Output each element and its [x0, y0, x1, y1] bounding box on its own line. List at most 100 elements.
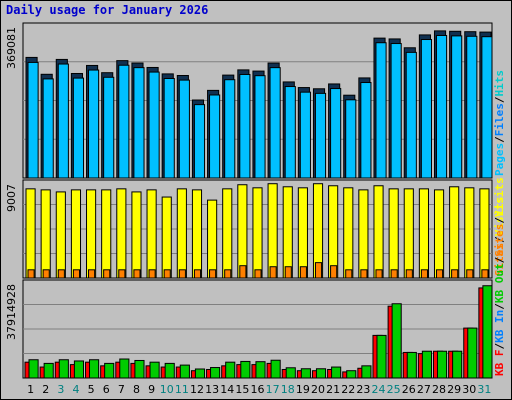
bar-kb-out [482, 285, 493, 379]
x-tick-label: 14 [220, 383, 234, 396]
bar-visits [433, 189, 445, 279]
bar-sites [42, 269, 50, 279]
legend-entry: / [493, 236, 506, 243]
bar-sites [284, 266, 292, 279]
bar-kb-out [285, 367, 296, 379]
bar-sites [254, 269, 262, 279]
bar-kb-out [376, 334, 387, 379]
bar-pages [390, 43, 402, 179]
x-tick-label: 16 [251, 383, 265, 396]
x-tick-label: 28 [432, 383, 446, 396]
bar-sites [27, 269, 35, 279]
bar-visits [101, 189, 112, 279]
legend-entry: Files [493, 103, 506, 136]
bar-pages [314, 92, 327, 179]
bar-sites [330, 265, 338, 279]
bar-visits [464, 187, 475, 279]
bar-visits [131, 191, 142, 279]
x-tick-label: 29 [447, 383, 461, 396]
bar-visits [282, 186, 293, 279]
bar-kb-out [89, 359, 100, 379]
x-tick-label: 21 [326, 383, 340, 396]
bar-pages [435, 34, 448, 179]
bar-kb-out [300, 368, 311, 379]
x-tick-label: 9 [148, 383, 155, 396]
x-tick-label: 7 [118, 383, 125, 396]
bar-kb-out [134, 359, 145, 379]
bar-pages [254, 75, 266, 179]
bar-sites [435, 269, 444, 279]
bar-kb-out [104, 362, 115, 379]
bar-pages [330, 88, 342, 179]
bar-kb-out [119, 358, 130, 379]
bar-sites [466, 269, 474, 279]
legend-entry: / [493, 136, 506, 143]
x-tick-label: 17 [266, 383, 280, 396]
bar-sites [239, 265, 247, 279]
bar-kb-out [73, 360, 85, 379]
bar-sites [178, 269, 186, 279]
bar-pages [284, 86, 296, 179]
bar-kb-out [28, 359, 39, 379]
bar-kb-out [452, 350, 463, 379]
bar-sites [269, 266, 277, 279]
bar-pages [481, 36, 493, 179]
bar-sites [360, 269, 368, 279]
bar-pages [360, 82, 372, 179]
bar-kb-out [210, 367, 221, 379]
legend-entry: KB In [493, 310, 506, 343]
bar-pages [133, 67, 145, 179]
bar-sites [224, 269, 232, 279]
bar-kb-out [315, 368, 327, 379]
bar-visits [252, 187, 263, 279]
bar-kb-out [58, 359, 69, 379]
x-tick-label: 1 [27, 383, 34, 396]
bar-pages [239, 73, 251, 179]
bar-pages [345, 99, 357, 179]
bar-sites [57, 269, 65, 279]
legend-entry: Pages [493, 143, 506, 176]
bar-kb-out [164, 362, 175, 379]
bar-kb-out [331, 366, 342, 379]
bar-sites [299, 266, 307, 279]
x-tick-label: 18 [281, 383, 295, 396]
bar-pages [103, 76, 115, 179]
bar-visits [161, 196, 172, 279]
bar-kb-out [43, 362, 54, 379]
bar-pages [405, 51, 417, 179]
bar-visits [358, 189, 369, 279]
kbytes-legend: KB F/KB In/KB Out/Sites/Visits [493, 177, 506, 376]
bar-sites [420, 269, 428, 279]
bar-sites [88, 269, 96, 279]
bar-kb-out [225, 361, 236, 379]
bar-sites [72, 269, 81, 279]
x-tick-label: 26 [402, 383, 416, 396]
bar-sites [390, 269, 398, 279]
bar-kb-out [194, 368, 206, 379]
bar-sites [375, 269, 383, 279]
bar-pages [72, 77, 85, 179]
hits-files-pages-legend: Pages/Files/Hits [493, 70, 506, 176]
bar-kb-out [421, 350, 432, 379]
x-tick-label: 19 [296, 383, 310, 396]
bar-visits [373, 185, 384, 279]
bar-sites [481, 269, 489, 279]
bar-sites [314, 262, 323, 279]
bar-visits [237, 184, 248, 279]
bar-visits [479, 188, 490, 279]
bar-visits [267, 183, 278, 279]
bar-visits [191, 189, 203, 279]
legend-entry: KB Out [493, 263, 506, 303]
x-tick-label: 27 [417, 383, 431, 396]
x-tick-label: 25 [387, 383, 401, 396]
bar-pages [466, 35, 478, 179]
bar-visits [207, 199, 218, 279]
x-tick-label: 3 [57, 383, 64, 396]
bar-visits [418, 188, 429, 279]
bar-kb-out [436, 350, 448, 379]
bar-pages [178, 79, 190, 179]
bar-kb-out [270, 359, 281, 379]
legend-entry: Sites [493, 243, 506, 276]
bar-pages [148, 71, 160, 179]
